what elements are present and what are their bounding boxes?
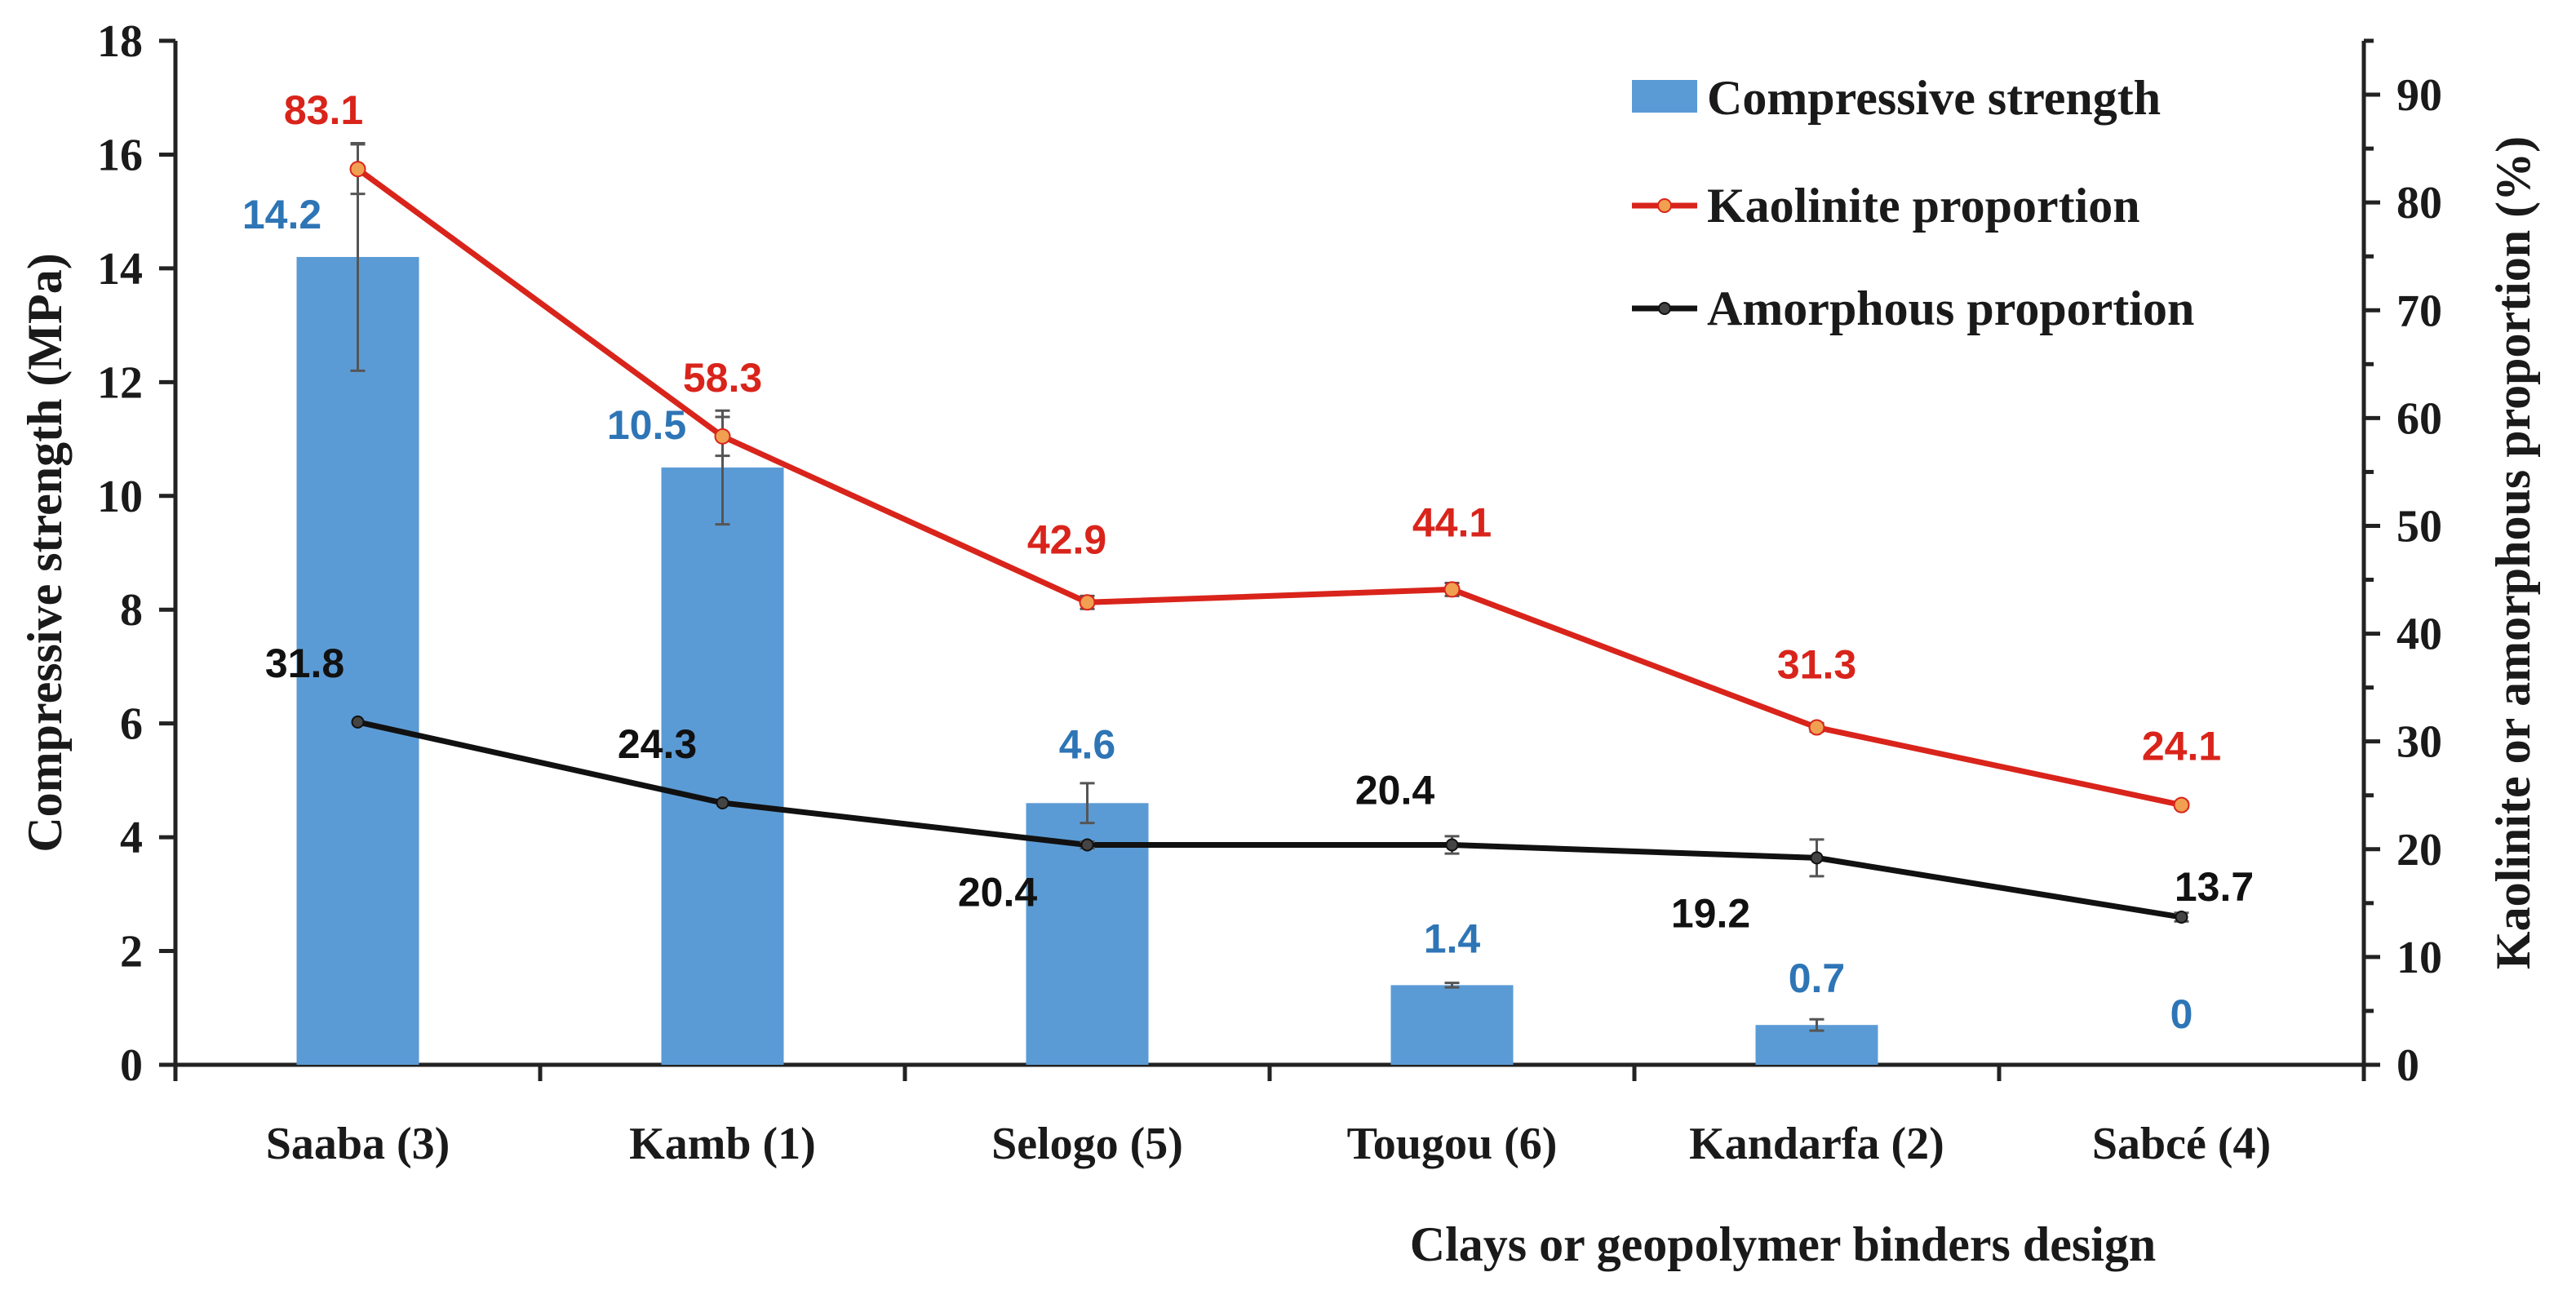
kaolinite-value-label: 83.1 [284, 87, 363, 133]
x-tick-label: Kandarfa (2) [1689, 1119, 1944, 1169]
legend-swatch-compressive [1632, 80, 1697, 113]
y-tick-label-left: 10 [97, 472, 143, 522]
y-tick-label-right: 10 [2396, 933, 2442, 983]
y-tick-label-left: 18 [97, 16, 143, 67]
kaolinite-value-label: 44.1 [1412, 499, 1492, 545]
y-tick-label-left: 4 [120, 813, 143, 863]
legend: Compressive strength Kaolinite proportion… [1632, 71, 2194, 335]
kaolinite-point [1079, 594, 1096, 611]
y-tick-label-left: 0 [120, 1040, 143, 1091]
y-tick-label-right: 20 [2396, 825, 2442, 876]
amorphous-point [2175, 911, 2188, 924]
y-tick-label-left: 6 [120, 699, 143, 750]
kaolinite-value-label: 31.3 [1777, 642, 1856, 688]
y-axis-title-left: Compressive strength (MPa) [18, 253, 72, 852]
y-tick-label-right: 90 [2396, 70, 2442, 121]
y-tick-label-left: 16 [97, 130, 143, 180]
data-labels-group: 14.2 10.5 4.6 1.4 0.7 0 83.1 58.3 42.9 44.1 31.3 24… [242, 87, 2254, 1037]
bar-value-label: 1.4 [1424, 915, 1481, 961]
x-tick-label: Selogo (5) [991, 1119, 1183, 1169]
x-tick-label: Kamb (1) [629, 1119, 816, 1169]
y-tick-label-left: 8 [120, 585, 143, 636]
legend-label-compressive: Compressive strength [1707, 71, 2161, 125]
y-axis-title-right: Kaolinite or amorphous proportion (%) [2486, 136, 2540, 969]
legend-marker-kaolinite [1657, 198, 1672, 213]
amorphous-point [1810, 851, 1824, 865]
kaolinite-point [2173, 796, 2190, 813]
y-tick-label-left: 2 [120, 927, 143, 977]
bar [296, 256, 419, 1065]
bars-group [296, 142, 1878, 1065]
y-tick-label-left: 12 [97, 357, 143, 408]
kaolinite-line [356, 166, 2183, 809]
bar-value-label: 4.6 [1059, 721, 1116, 767]
y-tick-label-right: 30 [2396, 717, 2442, 768]
kaolinite-value-label: 42.9 [1027, 516, 1106, 562]
amorphous-value-label: 20.4 [958, 870, 1038, 915]
amorphous-point [716, 796, 729, 809]
y-tick-label-left: 14 [97, 244, 143, 295]
amorphous-point [1080, 838, 1094, 852]
lines-group [349, 143, 2190, 924]
kaolinite-point [349, 161, 366, 178]
axes-group: 0 2 4 6 8 10 12 14 16 18 0 10 20 30 40 50 60 70 80 90 Saaba … [18, 16, 2540, 1271]
bar-value-label: 0.7 [1789, 955, 1846, 1001]
kaolinite-point [714, 428, 731, 445]
x-axis-title: Clays or geopolymer binders design [1410, 1217, 2157, 1271]
y-tick-label-right: 60 [2396, 393, 2442, 444]
kaolinite-point [1443, 581, 1461, 598]
x-tick-label: Sabcé (4) [2092, 1119, 2271, 1169]
amorphous-value-label: 20.4 [1355, 768, 1435, 813]
y-tick-label-right: 40 [2396, 610, 2442, 660]
bar [1390, 985, 1514, 1065]
amorphous-value-label: 13.7 [2175, 864, 2254, 910]
kaolinite-value-label: 24.1 [2142, 724, 2221, 769]
bar-value-label: 0 [2170, 991, 2193, 1037]
bar [661, 467, 784, 1065]
kaolinite-point [1808, 719, 1825, 736]
x-tick-label: Tougou (6) [1347, 1119, 1558, 1169]
kaolinite-value-label: 58.3 [683, 355, 762, 401]
legend-label-kaolinite: Kaolinite proportion [1707, 179, 2140, 233]
amorphous-value-label: 31.8 [265, 641, 344, 686]
x-tick-label: Saaba (3) [266, 1119, 450, 1169]
legend-marker-amorphous [1658, 302, 1671, 315]
amorphous-point [1445, 838, 1459, 852]
amorphous-value-label: 19.2 [1671, 890, 1750, 936]
legend-label-amorphous: Amorphous proportion [1707, 281, 2194, 335]
bar-value-label: 10.5 [607, 402, 686, 448]
bar-value-label: 14.2 [242, 192, 321, 237]
y-tick-label-right: 70 [2396, 286, 2442, 336]
amorphous-point [351, 715, 365, 729]
y-tick-label-right: 80 [2396, 178, 2442, 228]
y-tick-label-right: 0 [2396, 1040, 2419, 1091]
y-tick-label-right: 50 [2396, 501, 2442, 552]
amorphous-value-label: 24.3 [618, 721, 697, 767]
amorphous-line [357, 719, 2183, 920]
